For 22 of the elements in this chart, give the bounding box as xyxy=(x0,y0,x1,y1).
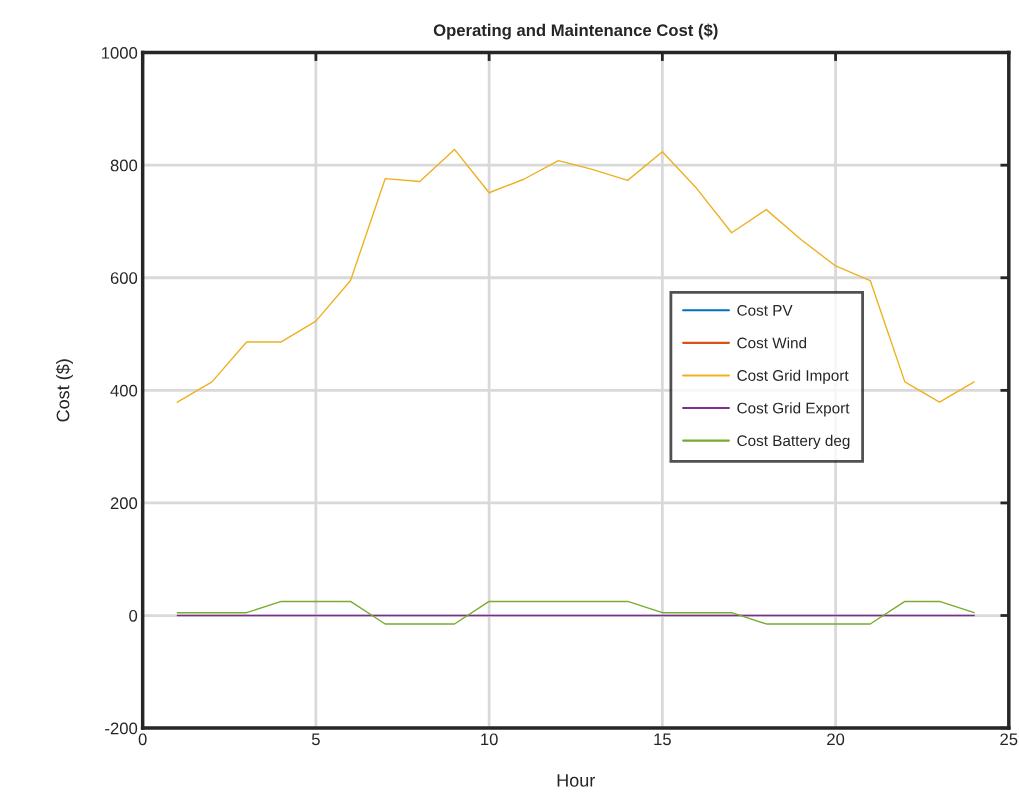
x-tick-label: 0 xyxy=(138,733,147,746)
line-series xyxy=(176,148,975,403)
y-axis-title: Cost ($) xyxy=(55,359,73,422)
legend-label: Cost Wind xyxy=(737,337,807,349)
x-tick-label: 25 xyxy=(1000,733,1018,746)
legend-label: Cost Grid Export xyxy=(737,402,850,417)
x-axis-title: Hour xyxy=(557,774,595,787)
y-tick-label: 800 xyxy=(110,159,138,172)
y-tick-label: 400 xyxy=(110,384,138,397)
x-tick-label: 20 xyxy=(827,733,845,746)
x-tick-label: 15 xyxy=(654,733,671,746)
x-tick-label: 5 xyxy=(311,733,320,746)
legend-label: Cost Grid Import xyxy=(737,369,849,384)
y-tick-label: 0 xyxy=(129,609,138,622)
x-tick-label: 10 xyxy=(481,733,498,746)
y-tick-label: 200 xyxy=(110,497,138,510)
y-tick-label: -200 xyxy=(105,722,138,735)
y-tick-label: 600 xyxy=(110,272,138,284)
legend-label: Cost PV xyxy=(737,304,793,316)
legend-label: Cost Battery deg xyxy=(737,434,850,450)
y-tick-label: 1000 xyxy=(102,46,138,59)
chart-title: Operating and Maintenance Cost ($) xyxy=(433,23,718,40)
